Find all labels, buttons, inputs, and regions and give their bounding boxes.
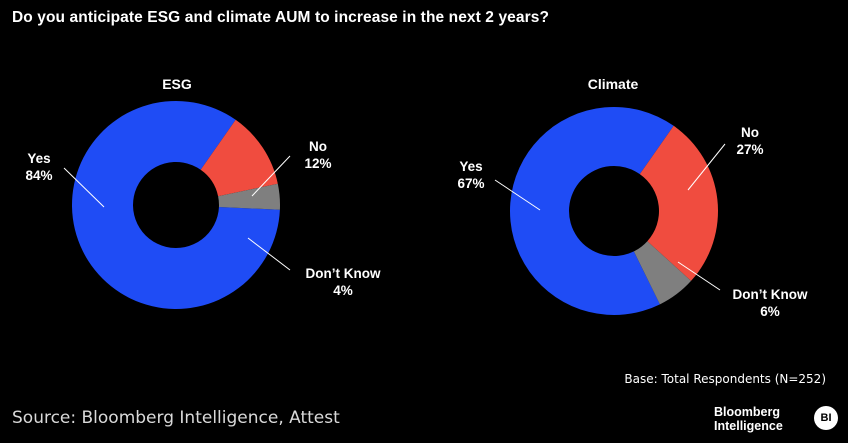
bi-logo-icon: BI [814,406,838,430]
esg-yes-value: 84% [25,168,53,183]
esg-slice-no [200,119,278,197]
climate-yes-label: Yes 67% [446,158,496,192]
climate-no-label: No 27% [728,124,772,158]
logo-line-1: Bloomberg [714,405,780,419]
esg-no-value: 12% [304,156,332,171]
logo-line-2: Intelligence [714,419,783,433]
climate-donut [510,107,719,315]
esg-chart-title: ESG [162,76,192,92]
esg-slice-don-t-know [218,183,280,210]
climate-slice-don-t-know [633,241,692,305]
climate-chart-title: Climate [587,76,639,92]
source-note: Source: Bloomberg Intelligence, Attest [12,408,340,428]
climate-yes-leader [494,179,541,211]
base-note: Base: Total Respondents (N=252) [624,372,826,386]
climate-yes-name: Yes [459,159,483,174]
esg-dk-leader [247,237,291,271]
climate-no-name: No [741,125,759,140]
page-title: Do you anticipate ESG and climate AUM to… [12,9,550,26]
climate-no-value: 27% [736,142,764,157]
climate-dk-value: 6% [760,304,780,319]
esg-no-label: No 12% [296,138,340,172]
esg-no-name: No [309,139,327,154]
bloomberg-intelligence-logo: Bloomberg Intelligence [714,405,783,433]
climate-dk-label: Don’t Know 6% [722,286,818,320]
leader-lines [63,143,726,291]
climate-no-leader [687,143,726,191]
climate-dk-name: Don’t Know [732,287,808,302]
esg-dk-name: Don’t Know [305,266,381,281]
esg-slice-yes [72,101,280,310]
esg-yes-label: Yes 84% [14,150,64,184]
climate-slice-no [639,125,719,281]
climate-yes-value: 67% [457,176,485,191]
esg-yes-leader [63,167,105,208]
esg-dk-value: 4% [333,283,353,298]
esg-no-leader [251,155,291,197]
esg-dk-label: Don’t Know 4% [295,265,391,299]
esg-yes-name: Yes [27,151,51,166]
climate-dk-leader [677,261,721,291]
esg-donut [72,101,280,310]
climate-slice-yes [510,107,674,315]
